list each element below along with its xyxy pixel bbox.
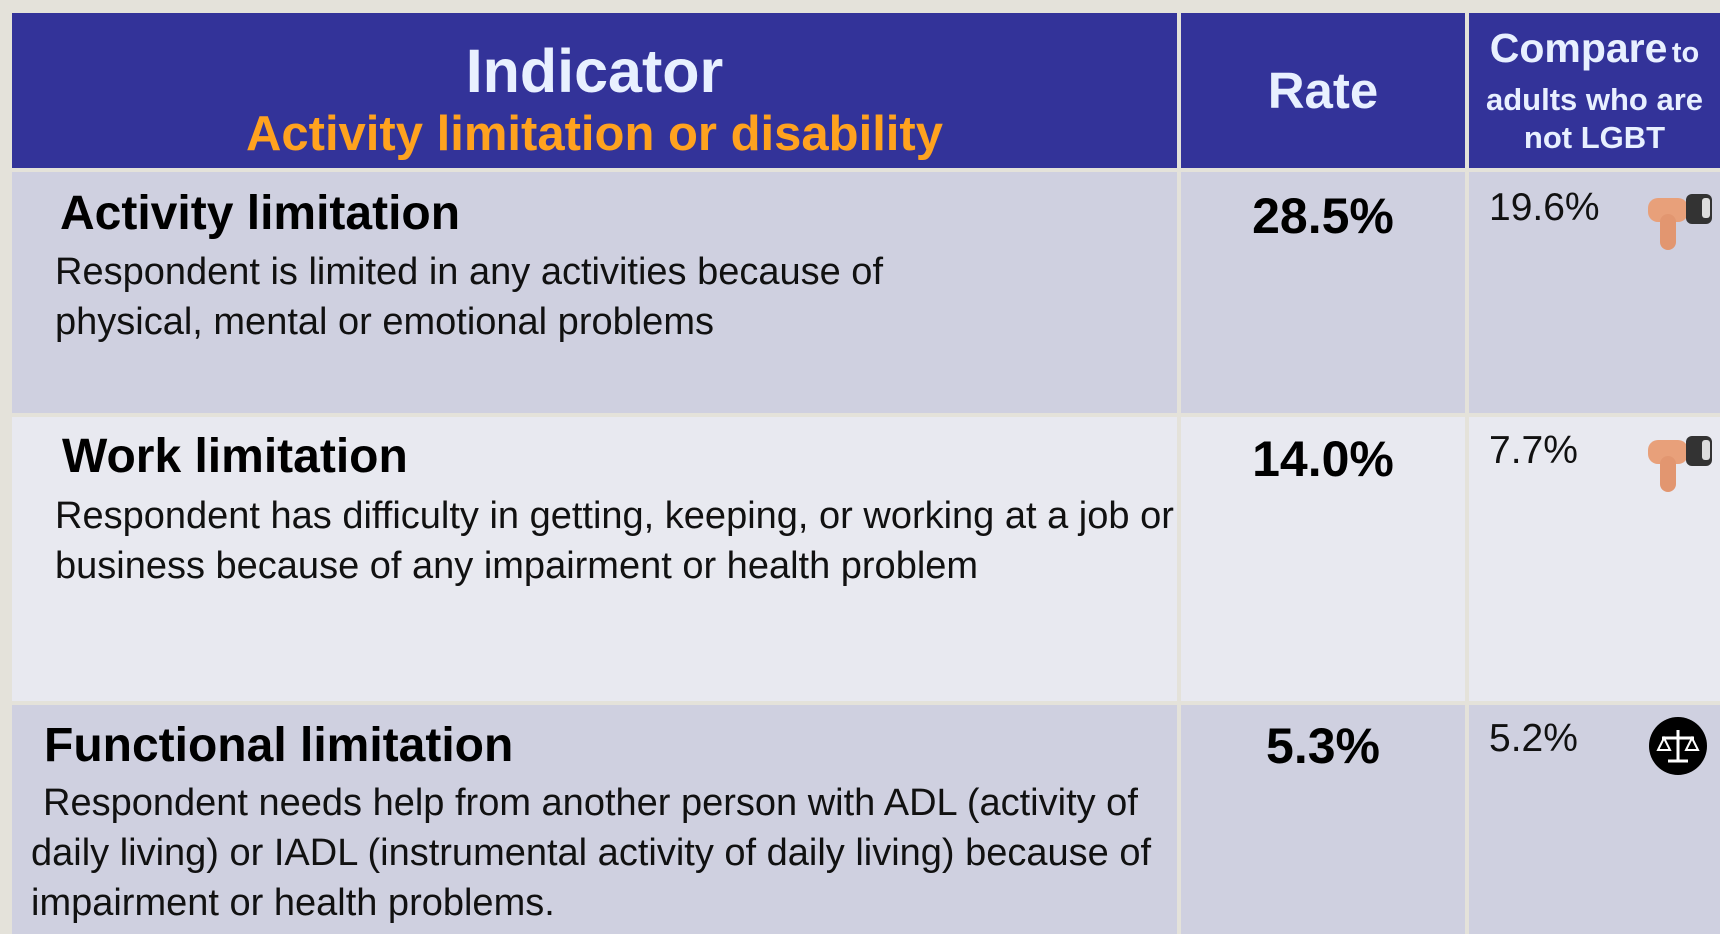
thumbs-down-icon [1648,436,1712,492]
row-cell [12,172,1177,413]
row-cell [1181,705,1465,934]
row-cell [1181,172,1465,413]
row-title: Work limitation [62,430,408,483]
header-indicator-cell: Indicator Activity limitation or disabil… [12,13,1177,168]
compare-value: 5.2% [1489,717,1578,760]
rate: 28.5% [1252,188,1394,244]
header-rate-cell: Rate [1181,13,1465,168]
thumbs-down-icon [1648,194,1712,250]
compare-value: 19.6% [1489,186,1600,229]
row-cell [1181,417,1465,701]
header-rate: Rate [1267,62,1379,119]
header-subtitle: Activity limitation or disability [245,107,943,161]
rate: 5.3% [1266,718,1380,774]
header-compare: to [1671,37,1700,69]
header-compare: adults who are [1485,82,1704,117]
header-compare: Compare [1489,25,1668,71]
row-description: Respondent needs help from another perso… [31,782,1152,924]
row-cell [12,705,1177,934]
rate: 14.0% [1252,431,1394,487]
header-compare: not LGBT [1523,120,1666,155]
row-cell [12,417,1177,701]
row-description: Respondent has difficulty in getting, ke… [55,495,1174,587]
row-description: Respondent is limited in any activities … [55,251,884,343]
row-title: Activity limitation [60,187,461,240]
header-indicator: Indicator [465,37,724,105]
compare-value: 7.7% [1489,429,1578,472]
row-title: Functional limitation [44,719,514,772]
header-compare-cell: Compare to adults who are not LGBT [1469,13,1720,168]
balance-icon [1649,717,1707,775]
row-cell [1469,417,1720,701]
